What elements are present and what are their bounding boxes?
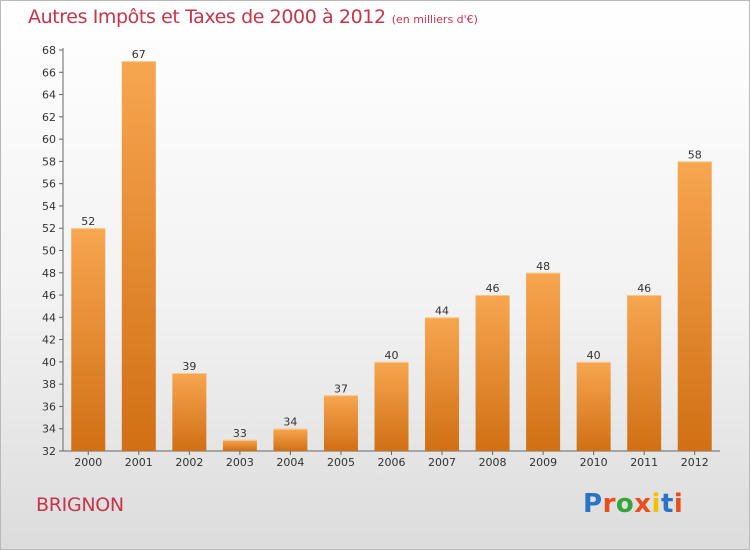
- bar: [222, 439, 257, 451]
- bar-value-label: 40: [587, 349, 601, 362]
- bar: [576, 361, 611, 451]
- y-tick-label: 54: [42, 200, 56, 213]
- bar-value-label: 33: [233, 427, 247, 440]
- chart-title-block: Autres Impôts et Taxes de 2000 à 2012 (en…: [28, 6, 478, 28]
- place-name: BRIGNON: [36, 494, 124, 516]
- y-tick-label: 64: [42, 89, 56, 102]
- logo-letter: t: [660, 489, 674, 519]
- x-tick-label: 2011: [630, 456, 658, 469]
- x-tick-label: 2009: [529, 456, 557, 469]
- y-tick-label: 58: [42, 155, 56, 168]
- logo-letter: x: [634, 489, 652, 519]
- x-tick-label: 2005: [327, 456, 355, 469]
- chart-subtitle: (en milliers d'€): [391, 13, 478, 26]
- bar-value-label: 46: [486, 282, 500, 295]
- x-tick-label: 2012: [681, 456, 709, 469]
- bar: [323, 395, 358, 451]
- bar-value-label: 44: [435, 304, 449, 317]
- x-tick-label: 2006: [378, 456, 406, 469]
- x-tick-label: 2008: [479, 456, 507, 469]
- x-tick-label: 2002: [175, 456, 203, 469]
- bar-value-label: 40: [385, 349, 399, 362]
- bar: [677, 161, 712, 451]
- bar: [627, 295, 662, 451]
- bar-value-label: 46: [637, 282, 651, 295]
- y-tick-label: 46: [42, 289, 56, 302]
- bar-value-label: 67: [132, 48, 146, 61]
- bar-value-label: 37: [334, 382, 348, 395]
- y-tick-label: 66: [42, 66, 56, 79]
- x-tick-label: 2003: [226, 456, 254, 469]
- x-tick-label: 2007: [428, 456, 456, 469]
- proxiti-logo[interactable]: Proxiti: [583, 489, 683, 519]
- bar: [475, 295, 510, 451]
- bar-value-label: 52: [81, 215, 95, 228]
- y-tick-label: 38: [42, 378, 56, 391]
- bar: [425, 317, 460, 451]
- bar-value-label: 34: [283, 416, 297, 429]
- y-tick-label: 60: [42, 133, 56, 146]
- y-tick-label: 40: [42, 356, 56, 369]
- y-tick-label: 48: [42, 267, 56, 280]
- bar: [273, 428, 308, 451]
- y-tick-label: 62: [42, 111, 56, 124]
- logo-letter: r: [602, 489, 616, 519]
- bar: [526, 272, 561, 451]
- logo-letter: P: [583, 489, 603, 519]
- y-tick-label: 34: [42, 423, 56, 436]
- bar-value-label: 39: [182, 360, 196, 373]
- logo-letter: i: [673, 489, 684, 519]
- bar-value-label: 58: [688, 148, 702, 161]
- bar: [71, 228, 106, 451]
- bar-value-label: 48: [536, 260, 550, 273]
- chart-title: Autres Impôts et Taxes de 2000 à 2012: [28, 6, 386, 28]
- bar: [374, 361, 409, 451]
- y-tick-label: 32: [42, 445, 56, 458]
- logo-letter: o: [615, 489, 635, 519]
- y-tick-label: 44: [42, 311, 56, 324]
- x-tick-label: 2010: [580, 456, 608, 469]
- y-tick-label: 68: [42, 44, 56, 57]
- y-tick-label: 42: [42, 334, 56, 347]
- y-tick-label: 56: [42, 178, 56, 191]
- y-tick-label: 52: [42, 222, 56, 235]
- x-tick-label: 2000: [74, 456, 102, 469]
- y-tick-label: 50: [42, 245, 56, 258]
- bar: [172, 373, 207, 451]
- logo-letter: i: [651, 489, 661, 519]
- y-tick-label: 36: [42, 400, 56, 413]
- x-tick-label: 2004: [276, 456, 304, 469]
- bar: [121, 61, 156, 452]
- x-tick-label: 2001: [125, 456, 153, 469]
